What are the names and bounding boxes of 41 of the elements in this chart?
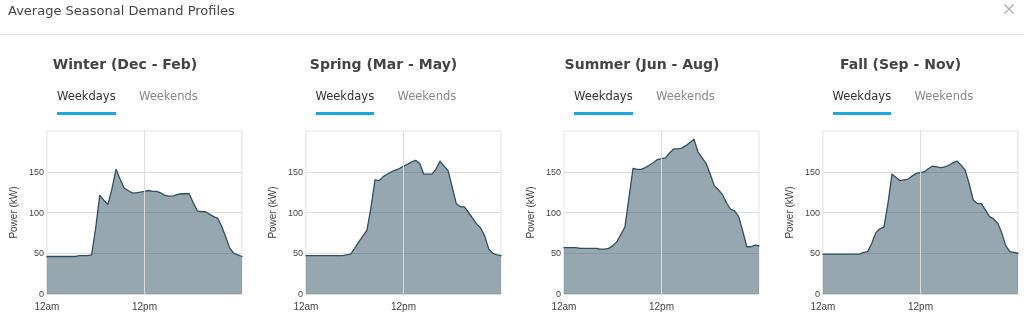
x-tick-label: 12am (809, 300, 835, 312)
y-tick-label: 150 (28, 166, 44, 177)
x-tick-label: 12pm (131, 300, 157, 312)
x-tick-label: 12pm (648, 300, 674, 312)
y-tick-label: 100 (545, 207, 561, 218)
text: Average Seasonal Demand Profiles (8, 3, 235, 18)
x-tick-label: 12am (551, 300, 577, 312)
text: Weekdays (574, 89, 633, 115)
x-tick-label: 12pm (390, 300, 416, 312)
y-tick-label: 0 (297, 289, 303, 299)
y-tick-label: 0 (555, 289, 561, 299)
chart-title: Fall (Sep - Nov) (838, 56, 963, 72)
chart-title: Winter (Dec - Feb) (51, 56, 199, 72)
chart-title: Spring (Mar - May) (308, 56, 459, 72)
y-tick-label: 50 (809, 248, 820, 259)
y-tick-label: 50 (33, 248, 44, 259)
text: Weekdays (832, 89, 892, 115)
y-tick-label: 50 (550, 248, 561, 259)
y-tick-label: 50 (292, 248, 303, 259)
x-tick-label: 12am (34, 300, 60, 312)
text: Weekends (397, 89, 457, 105)
y-axis-title: Power (kW) (7, 186, 19, 239)
y-axis-title: Power (kW) (266, 186, 277, 239)
text: Weekdays (315, 89, 375, 115)
y-axis-title: Power (kW) (524, 186, 536, 239)
chart-title: Summer (Jun - Aug) (563, 56, 721, 72)
y-tick-label: 100 (804, 207, 820, 218)
y-axis-title: Power (kW) (783, 186, 794, 239)
x-tick-label: 12pm (907, 300, 933, 312)
text: Weekends (914, 89, 974, 105)
text: Weekends (139, 89, 198, 105)
y-tick-label: 0 (38, 289, 44, 299)
y-tick-label: 100 (28, 207, 44, 218)
y-tick-label: 100 (287, 207, 303, 218)
text: Weekends (656, 89, 715, 105)
y-tick-label: 150 (545, 166, 561, 177)
y-tick-label: 0 (814, 289, 820, 299)
y-tick-label: 150 (287, 166, 303, 177)
y-tick-label: 150 (804, 166, 820, 177)
text: Weekdays (57, 89, 116, 115)
x-tick-label: 12am (292, 300, 318, 312)
